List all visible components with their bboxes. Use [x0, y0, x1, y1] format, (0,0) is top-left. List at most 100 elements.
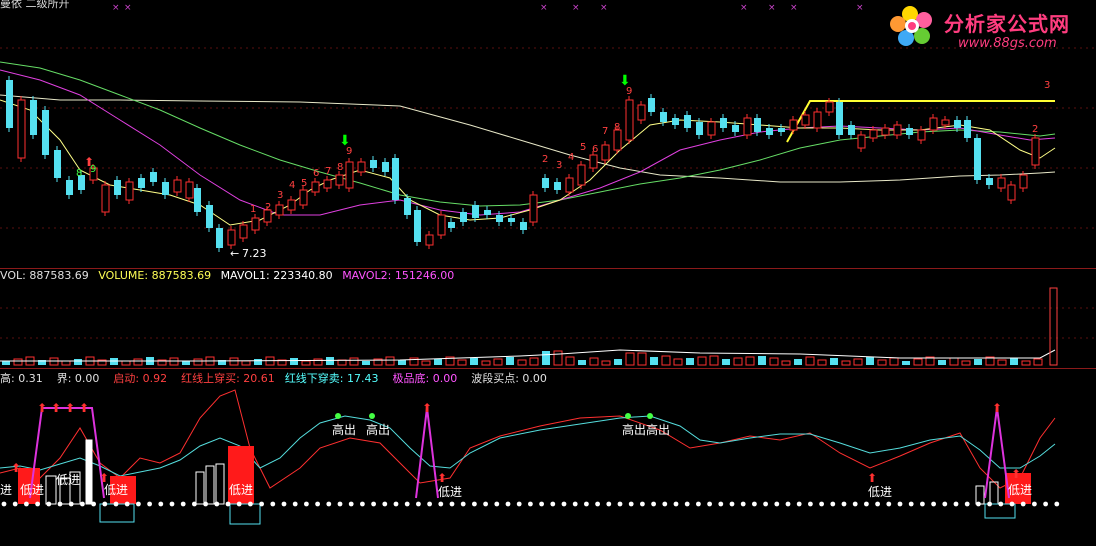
candle-body-up	[173, 179, 182, 193]
baseline-dot	[158, 501, 164, 507]
volume-bar	[493, 358, 503, 366]
baseline-dot	[57, 501, 63, 507]
volume-bar	[542, 351, 550, 365]
indicator-bars	[18, 439, 1031, 525]
baseline-dot	[180, 501, 186, 507]
baseline-dot	[998, 501, 1004, 507]
sequence-number: 9	[90, 164, 96, 175]
candle-body-up	[825, 101, 834, 113]
baseline-dot	[505, 501, 511, 507]
candle-body-up	[227, 229, 236, 246]
volume-bar	[601, 360, 611, 366]
candle-body-up	[613, 129, 622, 151]
candle-body-up	[601, 144, 610, 161]
volume-bar	[913, 358, 923, 366]
baseline-dot	[259, 501, 264, 507]
volume-bar	[61, 360, 71, 366]
candle-body-down	[66, 180, 73, 195]
candle-body-up	[89, 167, 98, 181]
volume-bar	[133, 358, 143, 366]
candle-body-up	[857, 134, 866, 149]
candle-body-up	[425, 234, 434, 246]
baseline-dot	[584, 501, 589, 507]
baseline-dot	[684, 501, 690, 507]
candle-body-down	[496, 215, 503, 222]
baseline-dot	[1, 501, 7, 507]
candle-body-down	[150, 172, 157, 182]
candle-body-down	[974, 138, 981, 180]
baseline-dot	[494, 501, 500, 507]
candle-body-up	[893, 124, 902, 136]
volume-bar	[398, 360, 406, 365]
volume-bar	[385, 356, 395, 366]
volume-bar	[805, 356, 815, 366]
baseline-dot	[606, 501, 612, 507]
site-logo: 分析家公式网 www.88gs.com	[888, 4, 1088, 54]
indicator-header: 高: 0.31 界: 0.00 启动: 0.92 红线上穿买: 20.61 红线下穿卖:…	[0, 370, 561, 385]
baseline-dot	[315, 501, 320, 507]
baseline-dot	[696, 501, 701, 507]
cyan-oscillator-line	[0, 415, 1056, 477]
volume-bar	[866, 357, 874, 365]
volume-bar	[470, 358, 478, 365]
baseline-dot	[628, 501, 634, 507]
candle-body-down	[162, 182, 169, 195]
baseline-dot	[785, 501, 791, 507]
candle-body-up	[577, 164, 586, 186]
baseline-dot	[617, 501, 623, 507]
up-arrow-icon: ⬆	[65, 401, 75, 415]
indicator-panel[interactable]: 高: 0.31 界: 0.00 启动: 0.92 红线上穿买: 20.61 红线下穿卖:…	[0, 368, 1096, 546]
baseline-dot	[147, 501, 153, 507]
volume-chart-canvas[interactable]	[0, 268, 1096, 368]
volume-bar	[794, 359, 802, 365]
panel-divider	[0, 368, 1096, 369]
candle-body-down	[520, 222, 527, 230]
baseline-dot	[662, 501, 668, 507]
candle-body-down	[848, 125, 855, 135]
baseline-dot	[651, 501, 656, 507]
sequence-number: 3	[1044, 80, 1050, 91]
candle-body-up	[637, 104, 646, 121]
volume-bar	[182, 361, 190, 365]
candle-body-down	[54, 150, 61, 178]
volume-panel[interactable]: VOL: 887583.69 VOLUME: 887583.69 MAVOL1:…	[0, 268, 1096, 368]
volume-bar	[121, 360, 131, 366]
candle-body-down	[472, 205, 479, 218]
cyan-block	[229, 503, 261, 525]
magenta-spike	[984, 407, 1010, 499]
volume-header: VOL: 887583.69 VOLUME: 887583.69 MAVOL1:…	[0, 269, 460, 283]
green-signal-dot	[335, 413, 341, 419]
signal-block	[228, 446, 254, 504]
volume-bar	[830, 358, 838, 365]
candle-body-down	[194, 188, 201, 212]
volume-bar	[637, 352, 647, 366]
up-arrow-icon: ⬆	[11, 461, 21, 475]
baseline-dot	[640, 501, 645, 507]
logo-url: www.88gs.com	[958, 36, 1057, 51]
baseline-dot	[516, 501, 522, 507]
baseline-dot	[752, 501, 757, 507]
indicator-chart-canvas[interactable]: ⬆ ⬆ ⬆ ⬆ ⬆ ⬆ ⬆ ⬆ ⬆ ⬆ ⬆ 高出 高出 高出高出 低进 低进 低进 低进 低进 低进…	[0, 368, 1096, 546]
baseline-dot	[763, 501, 768, 507]
baseline-dot	[808, 501, 813, 507]
candle-body-up	[929, 117, 938, 131]
candle-body-up	[239, 224, 248, 239]
top-marker-icon: ×	[740, 3, 748, 13]
baseline-dot	[819, 501, 824, 507]
high-out-label: 高出	[366, 422, 390, 437]
baseline-dot	[942, 501, 948, 507]
white-block	[86, 440, 92, 504]
candle-body-up	[251, 217, 260, 231]
volume-bar	[578, 360, 586, 365]
volume-bar	[889, 357, 899, 366]
down-arrow-icon: ⬇	[619, 73, 631, 89]
ma-yellow-line	[0, 99, 1056, 226]
candle-body-up	[101, 184, 110, 213]
volume-bar	[241, 360, 251, 366]
candle-body-up	[263, 209, 272, 223]
baseline-dot	[561, 501, 567, 507]
candle-body-down	[370, 160, 377, 168]
red-oscillator-line	[0, 389, 1056, 489]
